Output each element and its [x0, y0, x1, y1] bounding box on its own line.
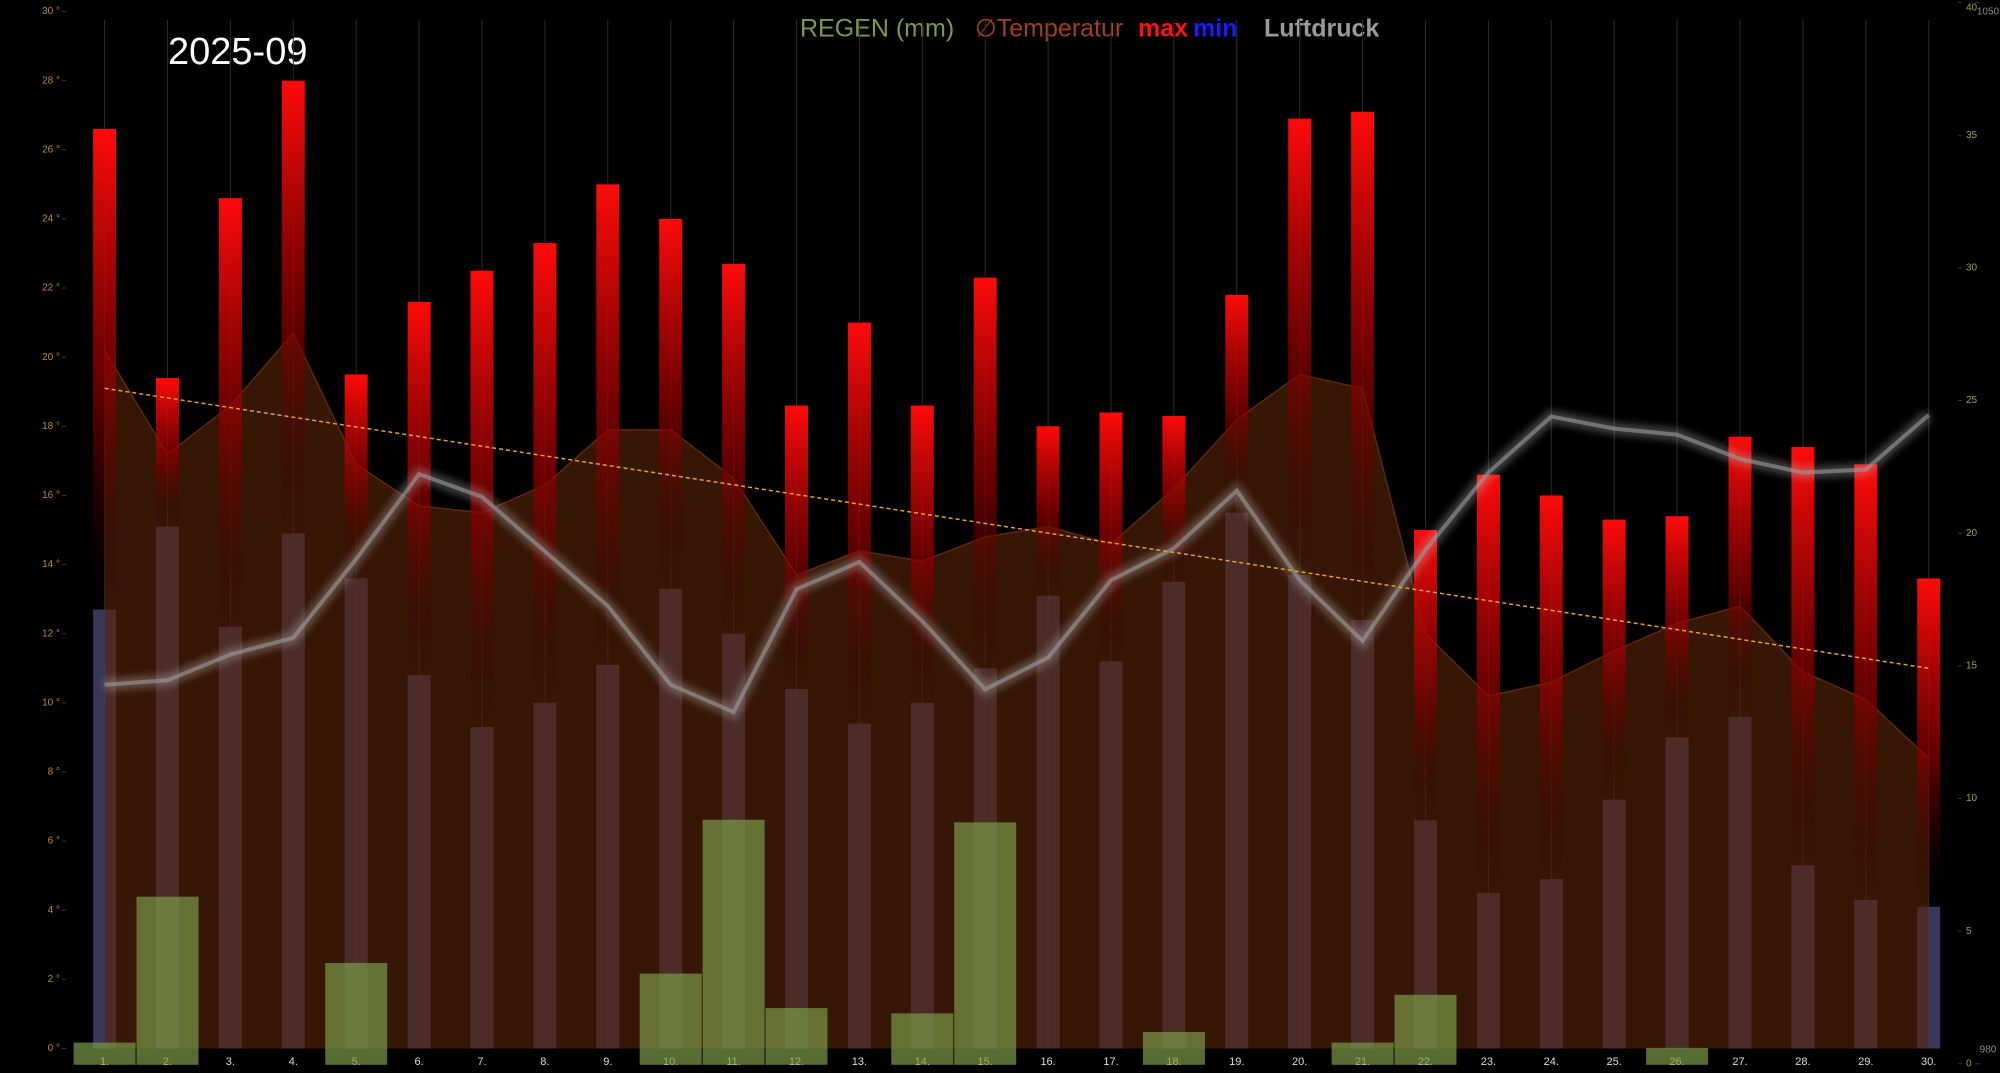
max-bar: [973, 277, 997, 669]
legend-label: Luftdruck: [1264, 15, 1379, 43]
y-tick-label: 26 °: [42, 144, 60, 155]
max-bar: [407, 301, 431, 676]
x-tick-label: 30.: [1921, 1056, 1936, 1068]
y-tick-label: 24 °: [42, 214, 60, 225]
max-bar: [1476, 474, 1500, 893]
y-tick-label: 20 °: [42, 352, 60, 363]
max-bar: [1099, 412, 1123, 662]
rain-bar: [1331, 1042, 1394, 1065]
rain-bar: [702, 819, 765, 1065]
rain-bar: [954, 822, 1017, 1065]
y-tick-label: 8 °: [48, 767, 60, 778]
max-bar: [785, 405, 808, 690]
legend: REGEN (mm) ∅Temperatur max min Luftdruck: [800, 15, 1379, 43]
x-tick-label: 19.: [1229, 1056, 1244, 1068]
x-tick-label: 27.: [1732, 1056, 1747, 1068]
y-tick-label: 6 °: [48, 836, 60, 847]
rain-bar: [136, 896, 199, 1065]
x-tick-label: 13.: [852, 1056, 867, 1068]
y-tick-label: 14 °: [42, 559, 60, 570]
x-tick-label: 25.: [1607, 1056, 1622, 1068]
max-bar: [218, 198, 242, 627]
max-bar: [93, 129, 117, 610]
max-bar: [1288, 118, 1312, 575]
y2-tick-label: 10: [1966, 793, 1978, 804]
pressure-line: [104, 413, 1931, 715]
x-tick-label: 29.: [1858, 1056, 1873, 1068]
y-tick-label: 22 °: [42, 283, 60, 294]
y3-tick-label: 980: [1980, 1045, 1997, 1056]
max-bar: [156, 377, 179, 527]
max-bar: [1225, 294, 1249, 513]
rain-bar: [1394, 994, 1457, 1065]
max-bar: [1539, 495, 1563, 880]
y-tick-label: 18 °: [42, 421, 60, 432]
y-tick-label: 10 °: [42, 697, 60, 708]
max-bar: [1351, 111, 1375, 620]
y-tick-label: 30 °: [42, 6, 60, 17]
rain-bar: [1646, 1047, 1709, 1065]
max-bar: [1602, 519, 1626, 800]
legend-label: max: [1138, 15, 1188, 43]
x-tick-label: 16.: [1040, 1056, 1055, 1068]
y2-tick-label: 35: [1966, 130, 1978, 141]
max-bar: [1728, 436, 1752, 717]
rain-bar: [325, 962, 388, 1065]
legend-label: REGEN (mm): [800, 15, 954, 43]
y-tick-label: 2 °: [48, 974, 60, 985]
y-tick-label: 12 °: [42, 628, 60, 639]
x-tick-label: 6.: [415, 1056, 424, 1068]
x-tick-label: 7.: [477, 1056, 486, 1068]
y-tick-label: 0 °: [48, 1043, 60, 1054]
x-tick-label: 24.: [1544, 1056, 1559, 1068]
avg-area-fill: [104, 332, 1929, 1049]
y2-tick-label: 40: [1966, 3, 1978, 14]
max-bar: [1854, 464, 1878, 900]
x-tick-label: 3.: [226, 1056, 235, 1068]
max-bar: [1414, 530, 1437, 821]
y-tick-label: 28 °: [42, 75, 60, 86]
max-bar: [847, 322, 871, 724]
max-bar: [281, 80, 305, 534]
max-bar: [1036, 426, 1060, 596]
y2-tick-label: 25: [1966, 395, 1978, 406]
y-tick-label: 4 °: [48, 905, 60, 916]
rain-bar: [891, 1013, 954, 1065]
chart-title: 2025-09: [168, 31, 307, 73]
max-bar: [1917, 578, 1941, 907]
rain-bar: [639, 973, 702, 1065]
max-bar: [533, 243, 557, 703]
x-tick-label: 4.: [289, 1056, 298, 1068]
x-tick-label: 17.: [1103, 1056, 1118, 1068]
y2-tick-label: 20: [1966, 528, 1978, 539]
x-tick-label: 28.: [1795, 1056, 1810, 1068]
rain-bar: [73, 1042, 136, 1065]
x-tick-label: 9.: [603, 1056, 612, 1068]
y3-tick-label: 1050: [1977, 7, 2000, 18]
rain-bar: [1142, 1031, 1205, 1065]
max-bar: [596, 184, 620, 665]
y2-tick-label: 15: [1966, 660, 1978, 671]
y-tick-label: 16 °: [42, 490, 60, 501]
legend-label: ∅Temperatur: [975, 15, 1123, 43]
x-tick-label: 8.: [540, 1056, 549, 1068]
y2-tick-label: 30: [1966, 263, 1978, 274]
y2-tick-label: 5: [1966, 926, 1972, 937]
rain-bar: [765, 1008, 828, 1065]
max-bar: [722, 263, 746, 634]
max-bar: [659, 218, 683, 589]
max-bar: [1665, 516, 1689, 738]
x-tick-label: 23.: [1481, 1056, 1496, 1068]
legend-label: min: [1193, 15, 1237, 43]
max-bar: [1791, 447, 1815, 866]
y2-tick-label: 0: [1966, 1058, 1972, 1069]
x-tick-label: 20.: [1292, 1056, 1307, 1068]
max-bar: [910, 405, 934, 703]
